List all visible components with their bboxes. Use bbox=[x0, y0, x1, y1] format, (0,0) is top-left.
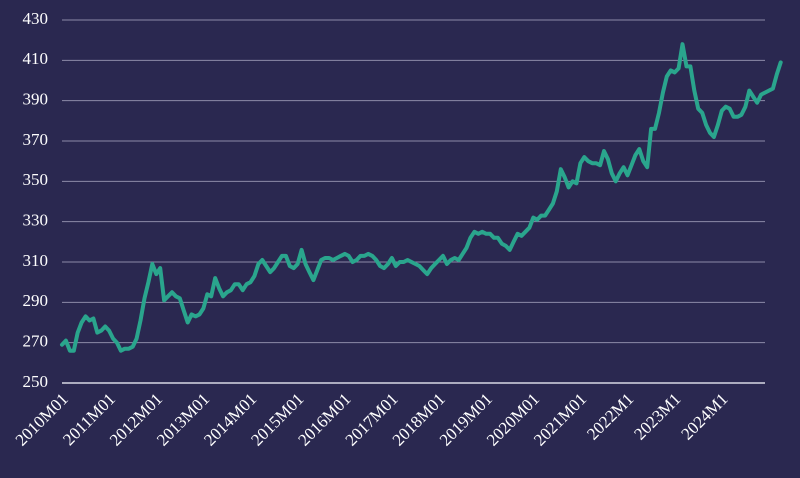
y-tick-label: 330 bbox=[23, 211, 49, 230]
y-tick-label: 290 bbox=[23, 291, 49, 310]
y-tick-label: 410 bbox=[23, 49, 49, 68]
series-layer bbox=[60, 42, 783, 353]
y-tick-label: 370 bbox=[23, 130, 49, 149]
series-line bbox=[60, 42, 783, 353]
y-axis-tick-labels: 250 270 290 310 330 350 370 390 410 430 bbox=[23, 9, 49, 391]
y-tick-label: 310 bbox=[23, 251, 49, 270]
y-tick-label: 270 bbox=[23, 332, 49, 351]
y-tick-label: 430 bbox=[23, 9, 49, 28]
y-tick-label: 250 bbox=[23, 372, 49, 391]
y-tick-label: 350 bbox=[23, 170, 49, 189]
y-tick-label: 390 bbox=[23, 90, 49, 109]
